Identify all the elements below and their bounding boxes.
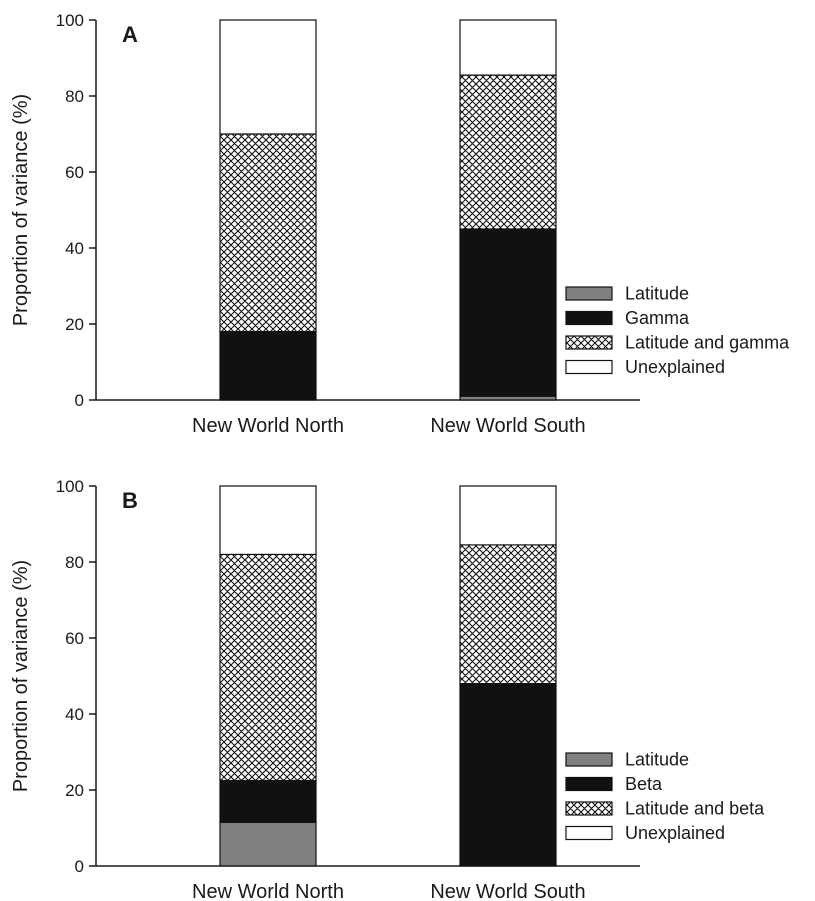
legend-label: Unexplained: [625, 357, 725, 377]
legend-swatch-driver: [565, 776, 613, 792]
chart-panel-b: 0 20 40 60 80 100 Proportion of variance (%) B N…: [10, 477, 765, 901]
y-tick-label: 40: [65, 705, 84, 724]
y-axis-label: Proportion of variance (%): [10, 560, 32, 792]
x-category-label: New World North: [192, 881, 344, 901]
bar-segment-shared: [219, 133, 317, 333]
x-category-label: New World North: [192, 415, 344, 437]
legend-label: Gamma: [625, 308, 690, 328]
y-tick-label: 60: [65, 629, 84, 648]
x-category-label: New World South: [430, 881, 585, 901]
bar-segment-shared: [459, 544, 557, 685]
y-tick-label: 60: [65, 163, 84, 182]
legend-swatch-driver: [565, 310, 613, 326]
bar-segment-driver: [219, 331, 317, 401]
legend-label: Unexplained: [625, 823, 725, 843]
bar-segment-driver: [219, 779, 317, 823]
bar-segment-unexplained: [219, 485, 317, 556]
legend-swatch-latitude: [565, 286, 613, 301]
panel-letter: B: [122, 488, 138, 513]
x-category-label: New World South: [430, 415, 585, 437]
chart-panel-a: 0 20 40 60 80 100 Proportion of variance (%) A N…: [10, 11, 790, 437]
y-tick-label: 40: [65, 239, 84, 258]
legend: Latitude Gamma Latitude and gamma Unexplain…: [565, 284, 790, 377]
y-axis-label: Proportion of variance (%): [10, 94, 32, 326]
y-tick-label: 20: [65, 315, 84, 334]
bar-segment-unexplained: [219, 19, 317, 135]
legend-swatch-shared: [565, 801, 613, 816]
bar-segment-unexplained: [459, 19, 557, 76]
legend: Latitude Beta Latitude and beta Unexplained: [565, 750, 765, 843]
bar-segment-driver: [459, 228, 557, 397]
legend-swatch-latitude: [565, 752, 613, 767]
y-tick-label: 100: [56, 11, 84, 30]
panel-letter: A: [122, 22, 138, 47]
legend-swatch-unexplained: [565, 825, 613, 841]
y-tick-label: 80: [65, 553, 84, 572]
y-tick-label: 20: [65, 781, 84, 800]
legend-label: Latitude: [625, 750, 689, 770]
bar-segment-driver: [459, 682, 557, 867]
bar-segment-unexplained: [459, 485, 557, 546]
y-tick-label: 0: [75, 857, 84, 876]
legend-label: Latitude and beta: [625, 799, 765, 819]
bar-segment-shared: [459, 74, 557, 230]
y-tick-label: 0: [75, 391, 84, 410]
bar-segment-shared: [219, 553, 317, 782]
y-tick-label: 80: [65, 87, 84, 106]
legend-label: Beta: [625, 774, 663, 794]
legend-label: Latitude and gamma: [625, 333, 790, 353]
legend-swatch-unexplained: [565, 359, 613, 375]
y-tick-label: 100: [56, 477, 84, 496]
bar-segment-latitude: [219, 821, 317, 867]
legend-swatch-shared: [565, 335, 613, 350]
legend-label: Latitude: [625, 284, 689, 304]
